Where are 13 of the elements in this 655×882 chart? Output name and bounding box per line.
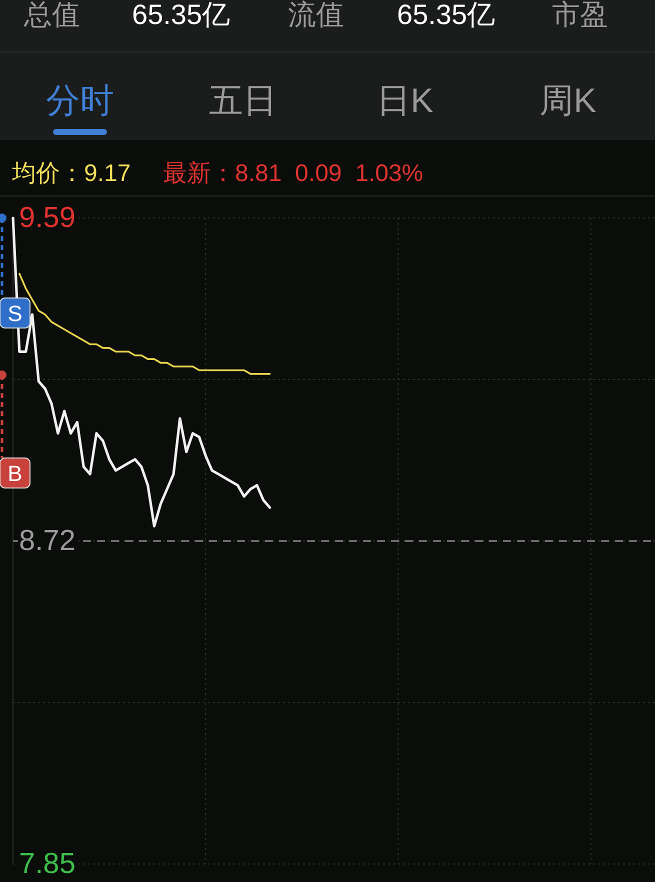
annotation: B xyxy=(8,461,22,486)
text: 市盈 xyxy=(552,0,608,30)
text: 分时 xyxy=(46,82,114,120)
text: 65.35亿 xyxy=(132,0,230,30)
annotation: S xyxy=(8,301,22,326)
text: 五日 xyxy=(209,82,277,120)
text: 日K xyxy=(376,82,434,120)
text: 总值 xyxy=(23,0,80,30)
text: 流值 xyxy=(288,0,344,30)
text: 最新：8.81 0.09 1.03% xyxy=(163,160,424,187)
text: 65.35亿 xyxy=(397,0,496,30)
text: 周K xyxy=(540,82,597,120)
text: 均价：9.17 xyxy=(11,160,131,187)
